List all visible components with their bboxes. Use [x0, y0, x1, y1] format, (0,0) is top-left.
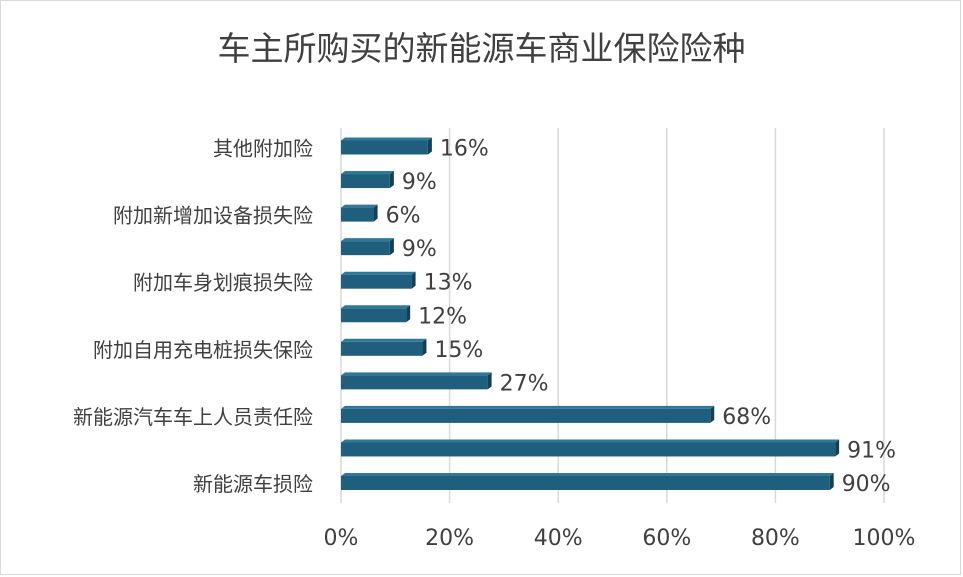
bar — [341, 408, 711, 423]
data-label: 27% — [500, 371, 549, 396]
category-label: 附加车身划痕损失险 — [133, 271, 313, 295]
data-label: 68% — [722, 405, 771, 430]
bar — [341, 375, 488, 390]
data-label: 9% — [402, 170, 437, 195]
x-tick-label: 100% — [853, 526, 916, 551]
bar-side — [427, 137, 432, 155]
bar-top — [341, 405, 715, 409]
bar — [341, 274, 412, 289]
bar-side — [487, 372, 492, 390]
bar-side — [406, 305, 411, 323]
bar — [341, 442, 836, 457]
bar-side — [835, 439, 840, 457]
bar-top — [341, 305, 411, 309]
bar-side — [422, 338, 427, 356]
data-label: 15% — [434, 338, 483, 363]
bar-top — [341, 137, 432, 141]
data-label: 90% — [842, 472, 891, 497]
bar-side — [389, 238, 394, 256]
bar-side — [710, 405, 715, 423]
bar — [341, 207, 374, 222]
category-label: 其他附加险 — [213, 137, 313, 161]
data-label: 12% — [418, 304, 467, 329]
category-label: 附加新增加设备损失险 — [113, 204, 313, 228]
bar-top — [341, 372, 492, 376]
bar-side — [389, 171, 394, 189]
bar — [341, 174, 390, 189]
bar — [341, 241, 390, 256]
bar-top — [341, 171, 394, 175]
bar-top — [341, 238, 394, 242]
category-label: 新能源汽车车上人员责任险 — [73, 405, 313, 429]
bar — [341, 140, 428, 155]
data-label: 9% — [402, 237, 437, 262]
data-label: 6% — [386, 204, 421, 229]
bar-side — [373, 204, 378, 222]
bar-side — [829, 473, 834, 490]
x-tick-label: 40% — [534, 526, 583, 551]
category-label: 新能源车损险 — [193, 472, 313, 496]
bar-side — [411, 271, 416, 289]
bar — [341, 308, 407, 323]
data-label: 91% — [847, 438, 896, 463]
bar — [341, 476, 830, 490]
x-tick-label: 20% — [425, 526, 474, 551]
data-label: 16% — [440, 137, 489, 162]
category-label: 附加自用充电桩损失保险 — [93, 338, 313, 362]
x-tick-label: 60% — [642, 526, 691, 551]
data-label: 13% — [424, 271, 473, 296]
bar-top — [341, 439, 840, 443]
bar-top — [341, 473, 834, 476]
bar — [341, 341, 423, 356]
x-tick-label: 80% — [751, 526, 800, 551]
bar-top — [341, 338, 427, 342]
bar-top — [341, 271, 416, 275]
bar-top — [341, 204, 378, 208]
x-tick-label: 0% — [324, 526, 359, 551]
chart-title: 车主所购买的新能源车商业保险险种 — [217, 29, 746, 68]
